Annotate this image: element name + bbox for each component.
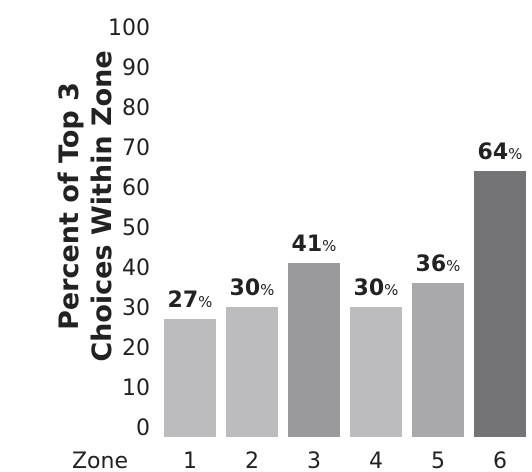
bar-zone-5 [412, 283, 464, 437]
y-tick-label: 60 [122, 176, 150, 201]
x-tick-label: 2 [245, 449, 259, 472]
data-label: 36% [416, 252, 461, 277]
y-tick-label: 30 [122, 296, 150, 321]
x-tick-label: 3 [307, 449, 321, 472]
y-axis-ticks: 0 10 20 30 40 50 60 70 80 90 100 [108, 16, 150, 441]
y-tick-label: 90 [122, 56, 150, 81]
data-labels: 27% 30% 41% 30% 36% 64% [168, 140, 523, 313]
x-tick-label: 6 [493, 449, 507, 472]
x-axis-ticks: 1 2 3 4 5 6 [183, 449, 507, 472]
x-tick-label: 1 [183, 449, 197, 472]
y-tick-label: 50 [122, 216, 150, 241]
data-label: 30% [230, 276, 275, 301]
data-label: 41% [292, 232, 337, 257]
x-tick-label: 4 [369, 449, 383, 472]
x-tick-label: 5 [431, 449, 445, 472]
bar-zone-4 [350, 307, 402, 437]
bar-zone-3 [288, 263, 340, 437]
y-tick-label: 0 [136, 416, 150, 441]
x-axis-title: Zone [72, 449, 128, 472]
y-axis-title: Percent of Top 3 Choices Within Zone [54, 50, 118, 361]
data-label: 64% [478, 140, 523, 165]
y-tick-label: 100 [108, 16, 150, 41]
y-tick-label: 40 [122, 256, 150, 281]
bars [164, 171, 526, 437]
data-label: 30% [354, 276, 399, 301]
y-tick-label: 20 [122, 336, 150, 361]
data-label: 27% [168, 288, 213, 313]
y-tick-label: 10 [122, 376, 150, 401]
y-axis-title-line-1: Percent of Top 3 [54, 82, 85, 330]
bar-zone-1 [164, 319, 216, 437]
y-tick-label: 80 [122, 96, 150, 121]
bar-zone-2 [226, 307, 278, 437]
bar-zone-6 [474, 171, 526, 437]
y-tick-label: 70 [122, 136, 150, 161]
y-axis-title-line-2: Choices Within Zone [87, 50, 118, 361]
